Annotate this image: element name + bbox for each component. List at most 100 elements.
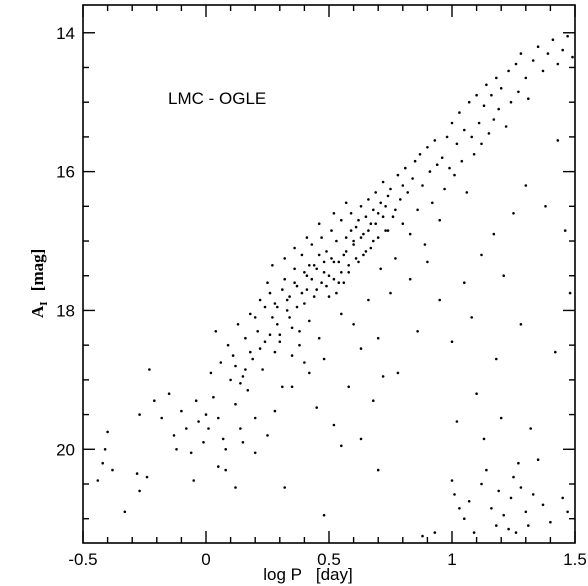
data-point [290, 385, 294, 389]
data-point [273, 409, 277, 413]
data-point [352, 243, 355, 246]
data-point [394, 208, 397, 212]
data-point [359, 347, 363, 350]
data-point [362, 253, 365, 257]
data-point [283, 257, 287, 260]
data-point [509, 100, 513, 104]
data-point [492, 118, 496, 121]
data-point [295, 284, 299, 288]
data-point [234, 402, 237, 406]
data-point [376, 212, 380, 215]
data-point [303, 361, 306, 364]
data-point [384, 229, 387, 232]
data-point [566, 510, 569, 514]
plot-frame [82, 4, 576, 544]
data-point [411, 177, 414, 180]
data-point [244, 336, 247, 340]
data-point [401, 222, 405, 225]
data-point [308, 319, 311, 323]
data-point [189, 451, 193, 455]
data-point [197, 420, 200, 423]
svg-text:AI [mag]: AI [mag] [28, 249, 50, 318]
data-point [293, 267, 296, 271]
data-point [467, 100, 471, 104]
data-point [276, 323, 279, 326]
data-point [217, 465, 220, 468]
data-point [317, 222, 321, 225]
data-point [253, 316, 257, 319]
x-tick-label: -0.5 [68, 550, 97, 569]
data-point [376, 236, 380, 239]
data-point [278, 333, 282, 337]
data-point [295, 305, 299, 309]
data-point [266, 281, 269, 285]
data-point [433, 531, 437, 534]
data-point [231, 354, 235, 357]
data-point [554, 350, 557, 354]
data-point [512, 212, 515, 215]
data-point [536, 45, 540, 48]
data-point [325, 250, 328, 253]
data-point [224, 468, 227, 472]
data-point [256, 330, 260, 333]
data-point [566, 34, 569, 38]
y-tick-label: 16 [56, 163, 75, 182]
data-point [101, 461, 104, 465]
data-point [153, 399, 156, 403]
x-tick-labels: -0.5 0 0.5 1 1.5 [68, 550, 586, 569]
data-point [445, 135, 449, 139]
data-point [404, 166, 407, 170]
x-tick-label: 1.5 [563, 550, 587, 569]
data-point [312, 264, 316, 267]
data-point [332, 260, 336, 264]
data-point [258, 347, 262, 350]
data-point [312, 295, 316, 298]
data-point [180, 409, 183, 413]
data-point [376, 336, 380, 340]
data-point [283, 486, 287, 489]
data-point [340, 312, 343, 316]
data-point [354, 257, 358, 260]
data-point [369, 246, 373, 250]
data-point [475, 392, 478, 396]
data-point [249, 350, 252, 354]
data-point [317, 253, 321, 257]
y-axis-label-sub: I [38, 301, 50, 305]
data-point [281, 385, 284, 389]
data-point [480, 253, 483, 257]
data-point [340, 218, 343, 222]
data-point [507, 69, 510, 73]
data-point [475, 93, 478, 97]
data-point [226, 343, 230, 347]
data-point [421, 184, 424, 187]
data-point [399, 198, 402, 201]
data-point [367, 198, 370, 201]
data-point [514, 531, 518, 534]
data-point [416, 330, 419, 333]
data-point [207, 427, 210, 430]
data-point [524, 510, 528, 514]
data-point [379, 267, 383, 271]
data-point [315, 288, 319, 291]
data-point [138, 489, 141, 493]
data-point [347, 264, 351, 267]
data-point [531, 493, 535, 496]
data-point [406, 191, 410, 194]
data-point [435, 163, 439, 166]
data-point [305, 274, 309, 278]
data-point [524, 76, 528, 80]
data-point [185, 427, 188, 430]
data-point [278, 340, 282, 344]
data-point [507, 527, 510, 531]
data-point [482, 437, 486, 441]
data-point [298, 330, 301, 333]
data-point [344, 236, 348, 239]
data-point [344, 201, 348, 205]
data-point [347, 271, 351, 274]
data-point [261, 368, 264, 371]
data-point [357, 260, 360, 264]
data-point [229, 378, 232, 382]
data-point [305, 288, 309, 291]
data-point [367, 229, 370, 232]
